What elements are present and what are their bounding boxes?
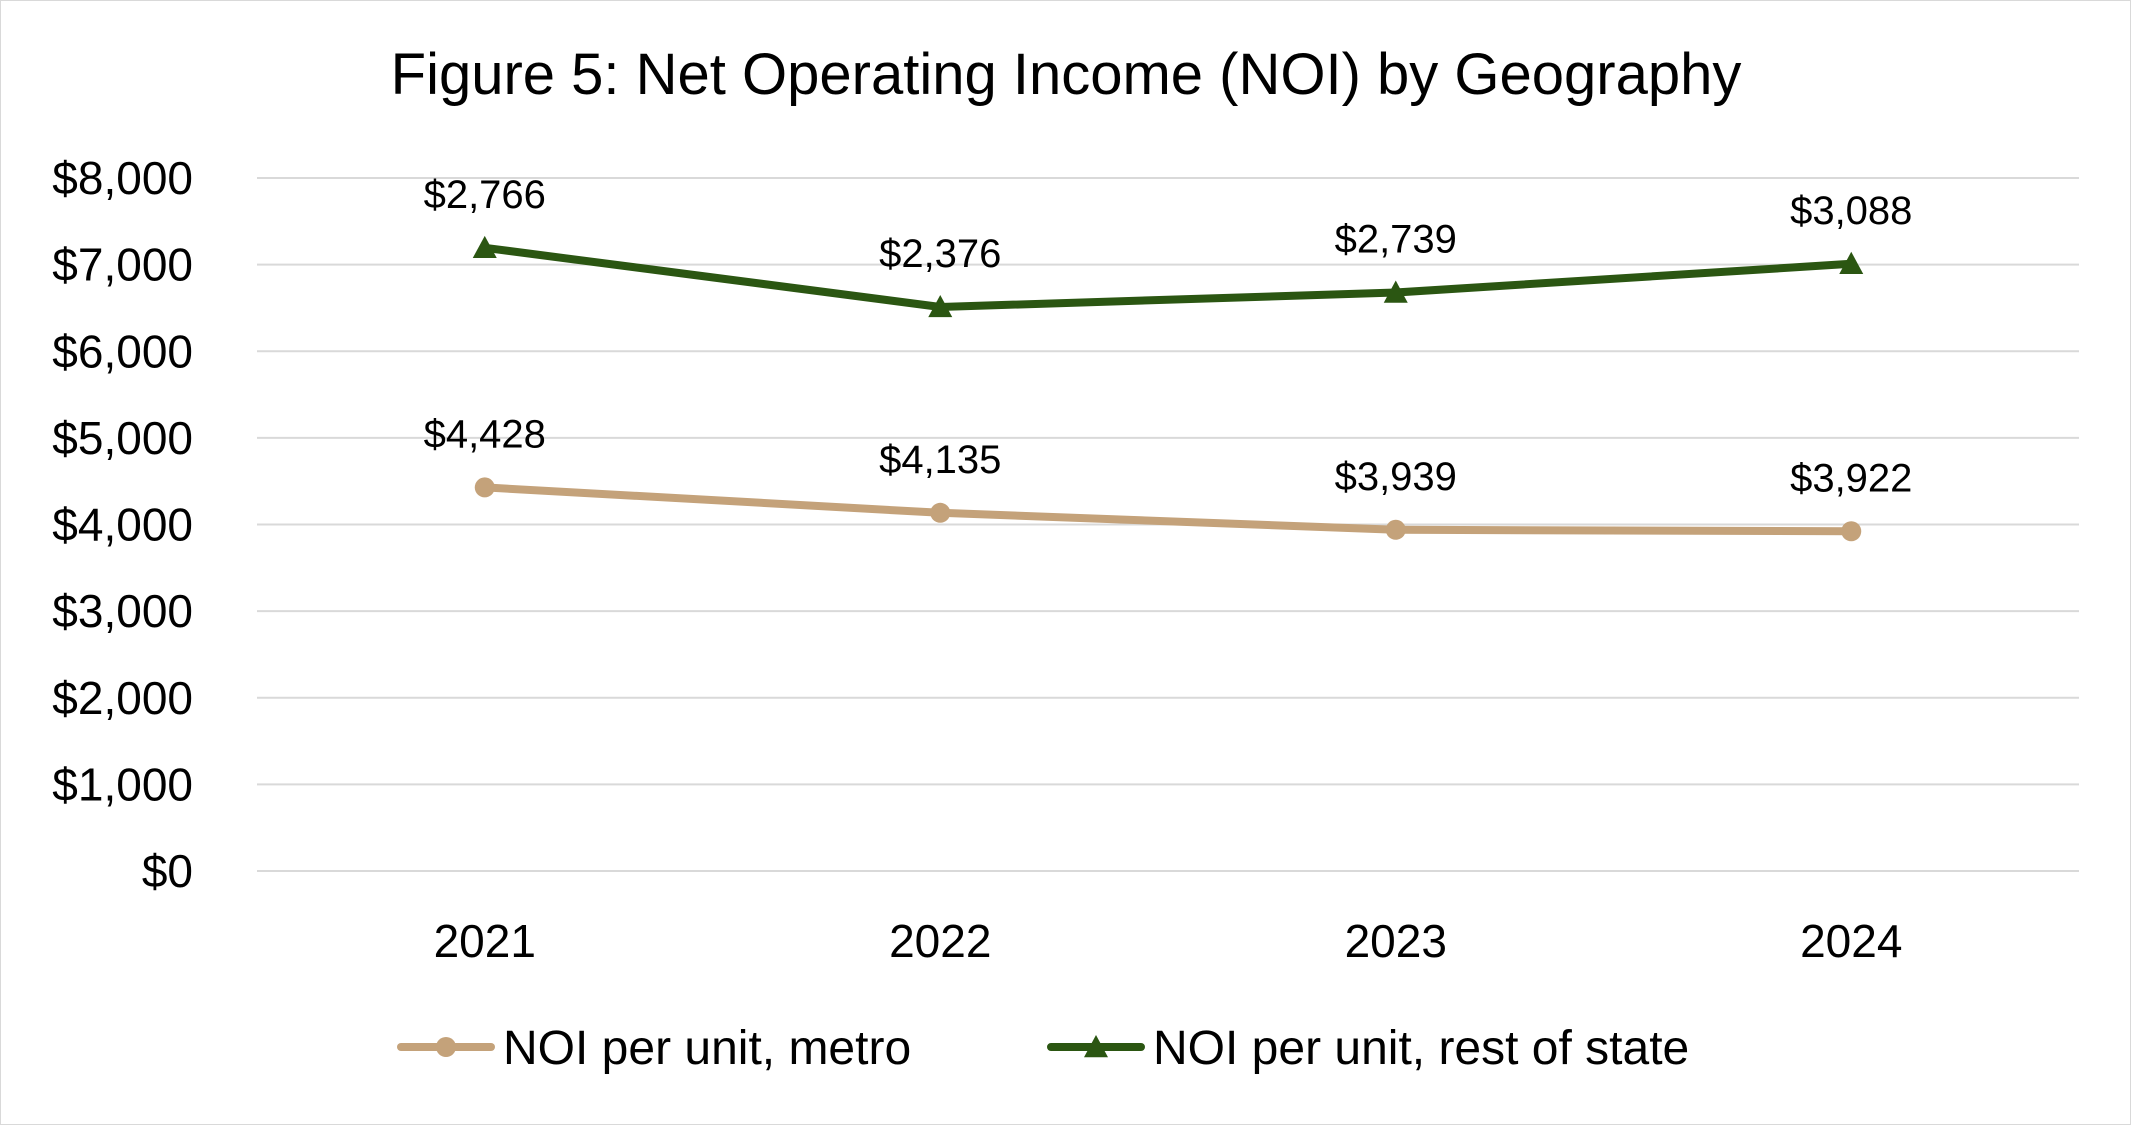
data-labels: $4,428 $4,135 $3,939 $3,922 $2,766 $2,376 $2,7… [424, 173, 1913, 500]
data-point [1839, 251, 1864, 274]
data-point [1383, 280, 1408, 303]
y-tick-label: $2,000 [52, 672, 193, 724]
x-tick-label: 2021 [434, 915, 536, 967]
series-1 [474, 477, 1862, 542]
legend-marker [1084, 1035, 1108, 1058]
data-point [930, 502, 951, 523]
x-tick-label: 2022 [889, 915, 991, 967]
y-tick-label: $0 [142, 845, 193, 897]
data-label: $3,939 [1335, 455, 1457, 499]
y-tick-label: $8,000 [52, 152, 193, 204]
series-line [480, 243, 1856, 311]
data-label: $3,922 [1790, 456, 1912, 500]
data-point [1841, 521, 1862, 542]
legend-item-1: NOI per unit, metro [397, 1022, 911, 1075]
y-tick-label: $4,000 [52, 499, 193, 551]
data-label: $2,739 [1335, 218, 1457, 262]
data-point [1385, 519, 1406, 540]
legend-item-2: NOI per unit, rest of state [1047, 1022, 1689, 1075]
y-tick-label: $6,000 [52, 325, 193, 377]
y-axis-tick-labels: $0 $1,000 $2,000 $3,000 $4,000 $5,000 $6,000 $7… [52, 152, 193, 897]
y-tick-label: $1,000 [52, 758, 193, 810]
x-tick-label: 2023 [1345, 915, 1447, 967]
y-tick-label: $3,000 [52, 585, 193, 637]
data-label: $4,135 [879, 438, 1001, 482]
x-axis-tick-labels: 2021 2022 2023 2024 [434, 915, 1903, 967]
data-label: $3,088 [1790, 189, 1912, 233]
series-lines [472, 235, 1864, 542]
series-line [480, 483, 1856, 536]
y-tick-label: $5,000 [52, 412, 193, 464]
data-point [472, 235, 497, 259]
y-tick-label: $7,000 [52, 239, 193, 291]
data-point [928, 294, 953, 318]
data-label: $4,428 [424, 412, 546, 456]
legend-label: NOI per unit, metro [503, 1022, 911, 1075]
legend-label: NOI per unit, rest of state [1153, 1022, 1689, 1075]
chart-title: Figure 5: Net Operating Income (NOI) by … [391, 42, 1742, 107]
x-tick-label: 2024 [1800, 915, 1902, 967]
legend-marker [436, 1037, 456, 1057]
data-label: $2,376 [879, 232, 1001, 276]
legend: NOI per unit, metro NOI per unit, rest of… [397, 1022, 1689, 1075]
series-2 [472, 235, 1864, 318]
data-label: $2,766 [424, 173, 546, 217]
data-point [474, 477, 495, 498]
